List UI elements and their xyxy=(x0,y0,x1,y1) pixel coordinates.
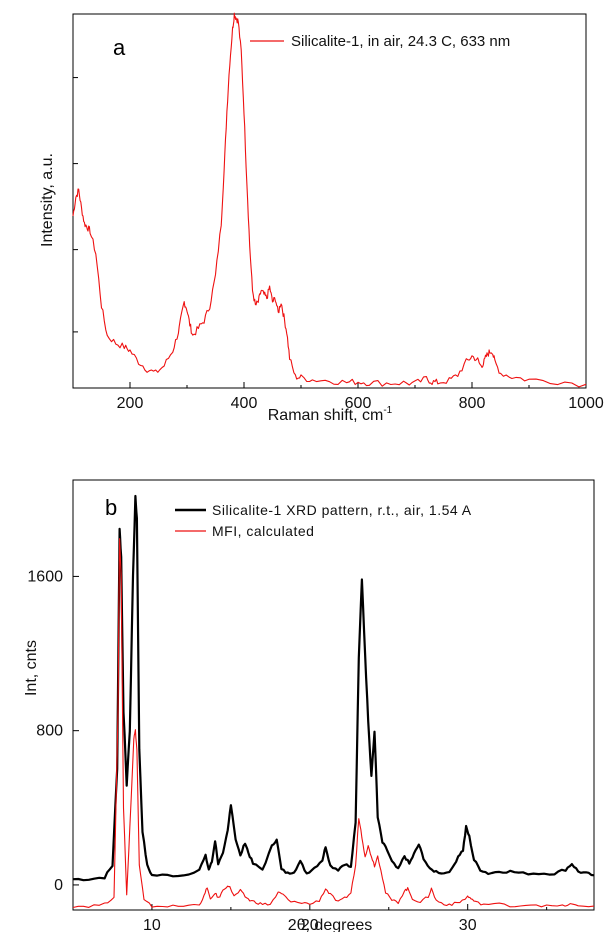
x-tick-label: 1000 xyxy=(568,395,604,412)
x-tick-label: 10 xyxy=(143,917,161,932)
x-tick-label: 200 xyxy=(117,395,144,412)
panel-a-series xyxy=(72,12,587,388)
panel-b-ticks: 10 20 30 0 800 1600 xyxy=(27,568,548,932)
panel-a-ylabel: Intensity, a.u. xyxy=(39,153,56,247)
x-tick-label: 800 xyxy=(459,395,486,412)
panel-a-plot-frame xyxy=(72,13,587,389)
series-line-1 xyxy=(72,12,587,388)
panel-a-legend-label: Silicalite-1, in air, 24.3 C, 633 nm xyxy=(291,33,510,50)
panel-b-plot-frame xyxy=(72,479,595,911)
panel-a-raman-chart: 200 400 600 800 1000 a Silicalite-1, in air,… xyxy=(39,12,604,424)
panel-b-ylabel: Int, cnts xyxy=(23,640,40,696)
panel-b-xlabel: 2θ, degrees xyxy=(288,917,373,932)
y-tick-label: 1600 xyxy=(27,568,63,585)
series-line-1 xyxy=(72,494,595,882)
panel-a-xlabel-sup: -1 xyxy=(383,405,392,416)
y-tick-label: 800 xyxy=(36,723,63,740)
x-tick-label: 600 xyxy=(345,395,372,412)
panel-b-xrd-chart: 10 20 30 0 800 1600 b Silicalite-1 XRD patter… xyxy=(23,479,595,932)
x-tick-label: 30 xyxy=(459,917,477,932)
panel-a-ticks: 200 400 600 800 1000 xyxy=(72,77,604,412)
panel-a-label: a xyxy=(113,35,126,60)
panel-a-xlabel-text: Raman shift, cm xyxy=(268,407,384,424)
panel-b-series xyxy=(72,494,595,909)
panel-b-legend-label-2: MFI, calculated xyxy=(212,523,314,539)
series-line-2 xyxy=(72,538,595,909)
x-tick-label: 20 xyxy=(301,917,319,932)
y-tick-label: 0 xyxy=(54,877,63,894)
x-tick-label: 400 xyxy=(231,395,258,412)
panel-b-legend-label-1: Silicalite-1 XRD pattern, r.t., air, 1.5… xyxy=(212,502,472,518)
panel-b-label: b xyxy=(105,495,117,520)
panel-a-xlabel: Raman shift, cm-1 xyxy=(268,405,393,424)
